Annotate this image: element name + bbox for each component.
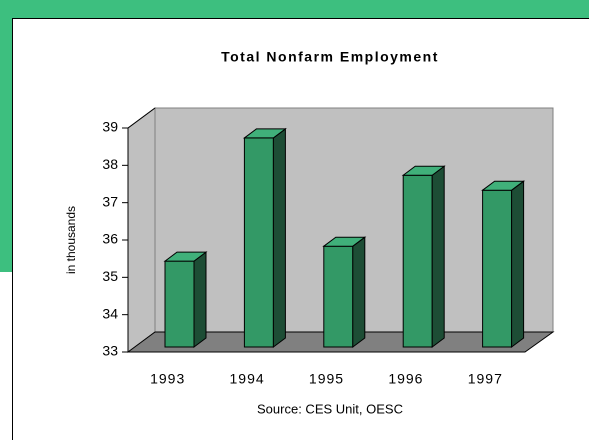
bar-top: [163, 251, 208, 262]
bar-side: [272, 127, 286, 348]
bar-side: [431, 165, 445, 348]
y-axis-label: in thousands: [64, 206, 78, 274]
x-tick-label: 1995: [309, 371, 344, 387]
y-tick-label: 34: [102, 305, 118, 321]
source-note: Source: CES Unit, OESC: [257, 401, 403, 416]
y-tick-label: 39: [102, 119, 118, 135]
x-tick-label: 1997: [468, 371, 503, 387]
side-wall: [127, 107, 156, 353]
bar-side: [511, 180, 525, 349]
y-tick-label: 37: [102, 193, 118, 209]
bar-front: [482, 189, 513, 348]
bar-top: [481, 180, 526, 191]
bar-front: [323, 245, 354, 348]
bar-front: [402, 174, 433, 348]
x-tick-label: 1993: [150, 371, 185, 387]
x-tick-label: 1996: [388, 371, 423, 387]
y-tick-label: 38: [102, 156, 118, 172]
bar-side: [352, 236, 366, 348]
bar-top: [242, 128, 287, 139]
y-tick-label: 33: [102, 343, 118, 359]
bar-top: [322, 236, 367, 247]
bar-top: [401, 165, 446, 176]
x-tick-label: 1994: [230, 371, 265, 387]
chart-title: Total Nonfarm Employment: [221, 49, 439, 65]
y-tick-label: 36: [102, 231, 118, 247]
bar-front: [243, 137, 274, 348]
bar-side: [193, 251, 207, 348]
y-tick-label: 35: [102, 268, 118, 284]
axis-depth: [127, 107, 156, 129]
bar-front: [164, 260, 195, 348]
